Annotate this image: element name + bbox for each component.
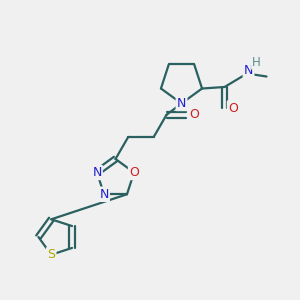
Text: O: O <box>129 166 139 179</box>
Text: O: O <box>190 108 199 121</box>
Text: N: N <box>244 64 253 77</box>
Text: H: H <box>252 56 261 69</box>
Text: N: N <box>99 188 109 201</box>
Text: N: N <box>177 97 186 110</box>
Text: O: O <box>228 101 238 115</box>
Text: N: N <box>92 166 102 179</box>
Text: S: S <box>47 248 55 261</box>
